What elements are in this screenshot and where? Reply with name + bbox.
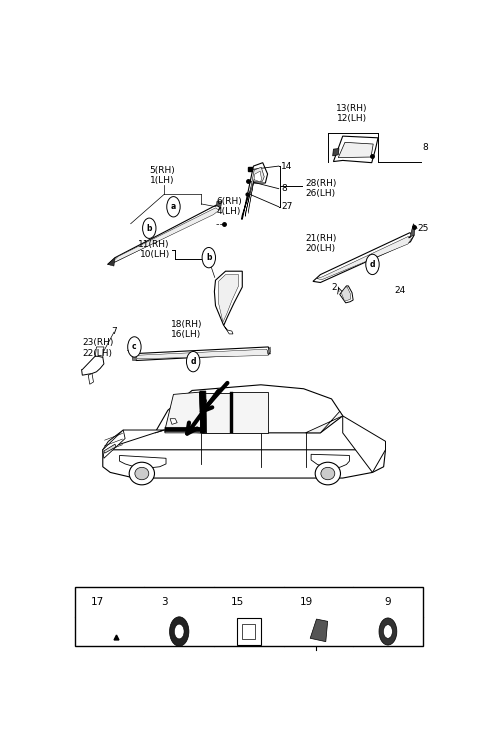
Polygon shape: [343, 416, 385, 473]
Text: 8: 8: [423, 143, 429, 152]
Polygon shape: [75, 586, 423, 647]
Ellipse shape: [129, 462, 155, 485]
Polygon shape: [311, 454, 349, 468]
Text: 9: 9: [384, 597, 391, 606]
Text: 8: 8: [281, 184, 287, 193]
Polygon shape: [165, 392, 202, 433]
Text: c: c: [132, 343, 137, 352]
Text: 23(RH)
22(LH): 23(RH) 22(LH): [83, 338, 114, 357]
Text: 15: 15: [230, 597, 244, 606]
Polygon shape: [88, 374, 94, 384]
Text: 11(RH)
10(LH): 11(RH) 10(LH): [138, 240, 170, 259]
Polygon shape: [134, 349, 268, 359]
Text: 24: 24: [395, 286, 406, 296]
Text: c: c: [219, 597, 224, 606]
Polygon shape: [310, 619, 328, 642]
Text: 25: 25: [417, 224, 429, 233]
Text: d: d: [370, 260, 375, 269]
Text: 13(RH)
12(LH): 13(RH) 12(LH): [336, 103, 368, 123]
Polygon shape: [103, 450, 385, 478]
Polygon shape: [224, 325, 233, 334]
Polygon shape: [248, 171, 262, 214]
Circle shape: [202, 247, 216, 268]
Polygon shape: [216, 201, 222, 208]
Polygon shape: [229, 392, 233, 433]
Polygon shape: [241, 163, 267, 219]
Polygon shape: [170, 418, 177, 424]
Polygon shape: [132, 347, 270, 360]
Polygon shape: [215, 271, 242, 325]
Text: 17: 17: [91, 597, 105, 606]
Polygon shape: [120, 455, 166, 468]
Text: b: b: [149, 597, 155, 606]
Text: 28(RH)
26(LH): 28(RH) 26(LH): [305, 179, 337, 198]
Polygon shape: [202, 393, 230, 433]
Circle shape: [128, 337, 141, 357]
Polygon shape: [340, 286, 353, 303]
Text: 6(RH)
4(LH): 6(RH) 4(LH): [216, 197, 242, 217]
Polygon shape: [200, 391, 206, 433]
Polygon shape: [132, 354, 136, 360]
Polygon shape: [317, 236, 411, 280]
Polygon shape: [103, 430, 164, 450]
Circle shape: [77, 594, 87, 609]
Text: b: b: [206, 253, 212, 262]
Polygon shape: [267, 347, 271, 355]
Polygon shape: [333, 148, 339, 156]
Text: 7: 7: [111, 327, 117, 335]
Polygon shape: [338, 142, 373, 158]
Polygon shape: [104, 444, 116, 453]
Text: 3: 3: [161, 597, 168, 606]
Circle shape: [366, 254, 379, 275]
Circle shape: [143, 218, 156, 239]
Text: d: d: [191, 357, 196, 366]
Polygon shape: [108, 258, 115, 266]
Text: 27: 27: [281, 203, 293, 211]
Polygon shape: [96, 347, 104, 357]
Text: b: b: [146, 224, 152, 233]
Polygon shape: [334, 136, 378, 163]
Polygon shape: [231, 392, 268, 433]
Bar: [237, 618, 261, 645]
Circle shape: [167, 197, 180, 217]
Polygon shape: [112, 208, 219, 262]
Polygon shape: [108, 205, 221, 264]
Bar: [242, 624, 255, 639]
Text: 5(RH)
1(LH): 5(RH) 1(LH): [149, 166, 175, 186]
Ellipse shape: [135, 468, 149, 480]
Polygon shape: [82, 356, 104, 375]
Text: 21(RH)
20(LH): 21(RH) 20(LH): [305, 234, 337, 253]
Polygon shape: [341, 287, 351, 301]
Text: 14: 14: [281, 161, 293, 170]
Text: 18(RH)
16(LH): 18(RH) 16(LH): [171, 320, 202, 339]
Polygon shape: [408, 224, 415, 238]
Polygon shape: [218, 275, 239, 322]
Text: 19: 19: [300, 597, 313, 606]
Polygon shape: [305, 411, 343, 433]
Text: a: a: [171, 203, 176, 211]
Circle shape: [169, 617, 189, 646]
Text: a: a: [80, 597, 85, 606]
Polygon shape: [155, 385, 343, 433]
Ellipse shape: [321, 468, 335, 480]
Polygon shape: [165, 427, 202, 432]
Polygon shape: [103, 430, 125, 458]
Circle shape: [186, 352, 200, 372]
Polygon shape: [200, 392, 204, 433]
Circle shape: [216, 594, 227, 609]
Circle shape: [174, 624, 184, 639]
Circle shape: [379, 618, 397, 645]
Polygon shape: [245, 167, 264, 217]
Circle shape: [384, 625, 392, 639]
Ellipse shape: [315, 462, 340, 485]
Text: 2: 2: [332, 283, 337, 291]
Circle shape: [147, 594, 157, 609]
Polygon shape: [313, 233, 414, 283]
Circle shape: [286, 594, 296, 609]
Text: d: d: [288, 597, 294, 606]
